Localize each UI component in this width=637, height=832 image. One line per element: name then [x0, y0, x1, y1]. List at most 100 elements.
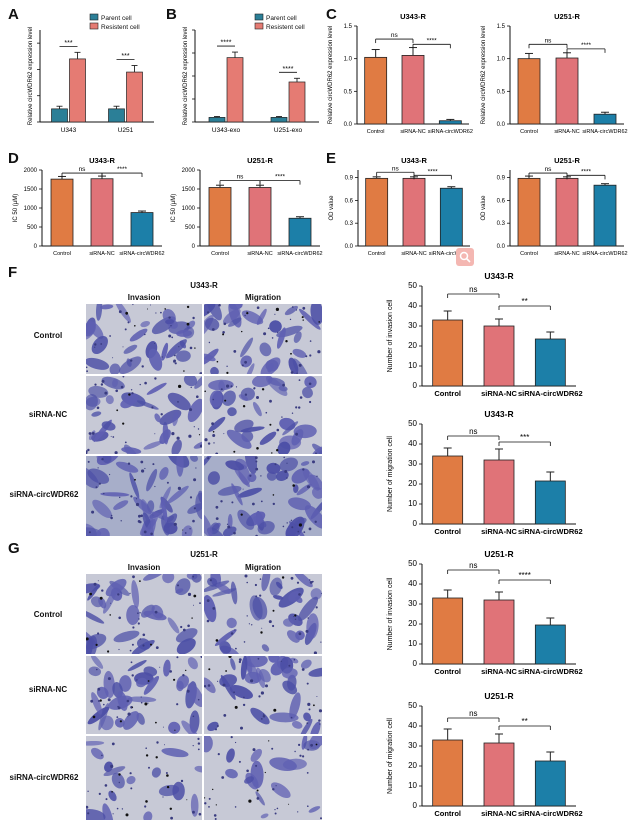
- y-tick-label: 2000: [24, 168, 38, 174]
- x-tick-label: siRNA-NC: [554, 251, 579, 257]
- y-tick-label: 40: [408, 301, 417, 310]
- micrograph: [86, 304, 202, 374]
- y-axis-label: Number of invasion cell: [387, 577, 394, 650]
- panel-f-title: U343-R: [190, 281, 218, 290]
- micrograph: [204, 656, 322, 734]
- sig-label: ns: [469, 285, 477, 294]
- chart-title: U251-R: [554, 12, 580, 21]
- x-tick-label: siRNA-circWDR62: [518, 389, 583, 398]
- sig-label: ns: [391, 32, 399, 39]
- magnifier-icon[interactable]: [456, 248, 474, 266]
- micrograph: [86, 736, 202, 820]
- x-tick-label: U251-exo: [274, 127, 303, 134]
- bar: [432, 455, 464, 525]
- bar: [534, 624, 566, 665]
- x-tick-label: siRNA-circWDR62: [518, 667, 583, 676]
- bar: [439, 187, 463, 247]
- y-tick-label: 0.6: [345, 198, 354, 204]
- y-tick-label: 20: [408, 479, 417, 488]
- panel-f-row-control: Control: [33, 331, 63, 340]
- sig-label: ****: [283, 66, 294, 73]
- bar: [432, 319, 464, 387]
- y-tick-label: 0: [413, 801, 418, 810]
- panel-letter-e: E: [326, 150, 337, 167]
- micrograph: [204, 456, 322, 536]
- y-tick-label: 0: [413, 381, 418, 390]
- y-tick-label: 0: [413, 659, 418, 668]
- x-tick-label: siRNA-NC: [401, 251, 426, 257]
- micrograph: [86, 656, 202, 734]
- x-tick-label: Control: [368, 251, 386, 257]
- sig-label: ns: [469, 561, 477, 570]
- sig-label: ****: [581, 42, 592, 49]
- x-tick-label: Control: [520, 251, 538, 257]
- x-tick-label: siRNA-circWDR62: [429, 251, 474, 257]
- y-tick-label: 50: [408, 281, 417, 290]
- y-tick-label: 20: [408, 619, 417, 628]
- micrograph-canvas: [86, 456, 202, 536]
- x-tick-label: siRNA-circWDR62: [582, 129, 627, 135]
- bar: [483, 459, 515, 525]
- panel-letter-d: D: [8, 150, 19, 167]
- bar: [69, 58, 86, 123]
- panel-letter-g: G: [8, 540, 20, 557]
- bar: [130, 212, 154, 247]
- bar: [555, 177, 579, 247]
- y-tick-label: 0.9: [345, 176, 354, 182]
- y-tick-label: 0: [34, 244, 38, 250]
- y-tick-label: 0: [192, 244, 196, 250]
- chart-a-circwdr62-expression: Parent cell Resistent cell Relative circWD…: [28, 13, 154, 134]
- sig-label: ****: [117, 166, 128, 173]
- panel-g-col-migration: Migration: [245, 563, 281, 572]
- chart-e-u251r-od: U251-R 0.0 0.3 0.6 0.9 OD value Control siRNA-N…: [481, 156, 628, 257]
- sig-label: ***: [64, 40, 72, 47]
- y-tick-label: 10: [408, 781, 417, 790]
- chart-g-u251r-migration: U251-R 0 10 20 30 40 50 Number of migration cel…: [387, 691, 583, 818]
- legend-swatch: [254, 22, 264, 30]
- y-axis-label: Number of migration cell: [387, 718, 394, 794]
- legend-swatch: [89, 22, 99, 30]
- y-axis-label: Relative circWDR62 expression level: [183, 27, 189, 125]
- y-tick-label: 30: [408, 741, 417, 750]
- bar: [517, 177, 541, 247]
- bar: [90, 178, 114, 247]
- y-axis-label: Relative circWDR62 expression level: [28, 27, 34, 125]
- sig-label: ****: [221, 40, 232, 47]
- bar: [270, 117, 288, 123]
- y-tick-label: 50: [408, 419, 417, 428]
- bar: [208, 187, 232, 247]
- x-tick-label: siRNA-circWDR62: [428, 129, 473, 135]
- y-tick-label: 20: [408, 761, 417, 770]
- y-tick-label: 500: [185, 225, 196, 231]
- x-tick-label: Control: [434, 667, 461, 676]
- legend-label: Resistent cell: [101, 24, 140, 31]
- bar: [226, 57, 244, 123]
- panel-f-col-migration: Migration: [245, 293, 281, 302]
- x-tick-label: siRNA-NC: [481, 527, 517, 536]
- panel-letter-a: A: [8, 6, 19, 23]
- y-tick-label: 10: [408, 499, 417, 508]
- chart-title: U343-R: [484, 409, 513, 419]
- x-tick-label: siRNA-NC: [400, 129, 425, 135]
- chart-title: U251-R: [554, 156, 580, 165]
- y-tick-label: 0.0: [344, 122, 353, 128]
- micrograph-canvas: [204, 456, 322, 536]
- y-tick-label: 50: [408, 559, 417, 568]
- y-tick-label: 10: [408, 639, 417, 648]
- y-tick-label: 1.5: [344, 24, 353, 30]
- chart-f-u343r-invasion: U343-R 0 10 20 30 40 50 Number of invasion cell…: [387, 271, 583, 398]
- bar: [402, 177, 426, 247]
- sig-label: ****: [428, 168, 439, 175]
- sig-label: ns: [469, 709, 477, 718]
- panel-f-row-sicirc: siRNA-circWDR62: [9, 490, 79, 499]
- x-tick-label: U343: [61, 127, 77, 134]
- y-tick-label: 1.0: [344, 57, 353, 63]
- bar: [364, 56, 388, 125]
- bar: [108, 108, 125, 123]
- y-axis-label: Relative circWDR62 expression level: [328, 26, 334, 124]
- panel-letter-c: C: [326, 6, 337, 23]
- chart-d-u343r-ic50: U343-R 0 500 1000 1500 2000 IC 50 (μM) Control s…: [13, 156, 165, 257]
- chart-c-u251r-expression: U251-R 0.0 0.5 1.0 1.5 Relative circWDR62 exp…: [481, 12, 628, 135]
- x-tick-label: siRNA-NC: [481, 389, 517, 398]
- sig-label: ****: [581, 168, 592, 175]
